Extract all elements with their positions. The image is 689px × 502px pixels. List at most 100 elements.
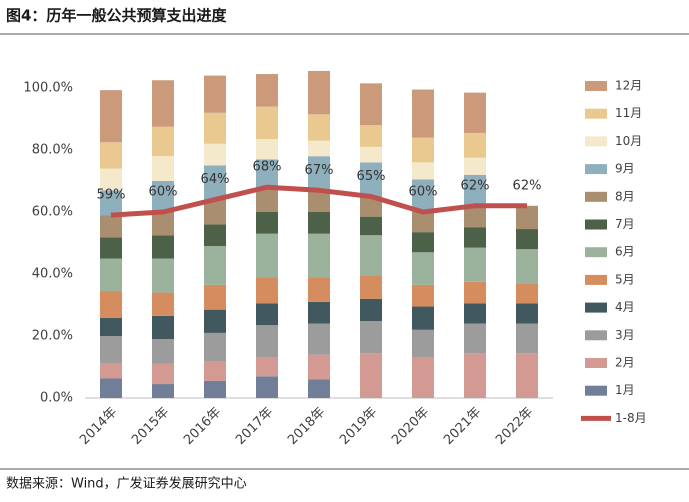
- legend-label: 3月: [615, 328, 635, 342]
- bar-segment: [308, 323, 330, 355]
- bar-segment: [256, 376, 278, 398]
- data-label: 68%: [253, 160, 282, 175]
- bar-segment: [464, 205, 486, 228]
- bar-segment: [204, 199, 226, 225]
- bar-segment: [412, 357, 434, 398]
- legend-label: 10月: [615, 134, 642, 148]
- bar-segment: [100, 258, 122, 292]
- legend-swatch: [585, 108, 607, 119]
- data-label: 64%: [201, 172, 230, 187]
- bar-segment: [308, 233, 330, 278]
- legend-swatch: [585, 136, 607, 147]
- bar-segment: [204, 165, 226, 200]
- bar-segment: [412, 306, 434, 330]
- x-tick-label: 2018年: [285, 405, 328, 448]
- bar-segment: [256, 187, 278, 212]
- legend-label: 8月: [615, 189, 635, 203]
- legend-label: 7月: [615, 217, 635, 231]
- bar-segment: [204, 143, 226, 166]
- bar-segment: [100, 190, 122, 216]
- bar-segment: [152, 156, 174, 181]
- bar-segment: [360, 298, 382, 322]
- bar-segment: [256, 357, 278, 377]
- legend-label: 2月: [615, 356, 635, 370]
- bar-segment: [412, 89, 434, 138]
- bar-segment: [256, 233, 278, 278]
- bar-segment: [412, 212, 434, 233]
- bar-segment: [308, 114, 330, 141]
- bar-segment: [464, 323, 486, 354]
- bar-segment: [100, 142, 122, 169]
- bar-segment: [100, 378, 122, 398]
- bar-segment: [360, 235, 382, 276]
- bar-segment: [204, 112, 226, 144]
- bar-segment: [152, 292, 174, 316]
- bar-segment: [360, 321, 382, 354]
- bar-segment: [100, 291, 122, 319]
- legend-label: 5月: [615, 272, 635, 286]
- bar-segment: [360, 83, 382, 126]
- bar-segment: [308, 70, 330, 115]
- bar-segment: [100, 318, 122, 336]
- bar-segment: [464, 157, 486, 175]
- bar-segment: [256, 212, 278, 234]
- legend-swatch: [585, 247, 607, 258]
- x-tick-label: 2022年: [493, 405, 536, 448]
- legend-label: 4月: [615, 300, 635, 314]
- y-tick-label: 100.0%: [23, 81, 73, 96]
- bar-segment: [464, 227, 486, 248]
- bar-segment: [412, 232, 434, 253]
- bar-segment: [464, 132, 486, 158]
- legend-label: 1-8月: [615, 411, 647, 425]
- x-tick-label: 2017年: [233, 405, 276, 448]
- x-tick-label: 2014年: [77, 405, 120, 448]
- bar-segment: [412, 162, 434, 180]
- legend-swatch: [585, 219, 607, 230]
- legend-swatch: [585, 164, 607, 175]
- bar-segment: [204, 224, 226, 247]
- bar-segment: [308, 277, 330, 302]
- bar-segment: [360, 216, 382, 236]
- bar-segment: [256, 325, 278, 358]
- bar-segment: [100, 168, 122, 191]
- bar-segment: [308, 212, 330, 234]
- legend-label: 6月: [615, 245, 635, 259]
- bar-segment: [256, 106, 278, 140]
- bar-segment: [204, 284, 226, 310]
- bar-segment: [152, 126, 174, 157]
- bar-segment: [204, 309, 226, 333]
- bar-segment: [516, 353, 538, 398]
- data-label: 67%: [305, 163, 334, 178]
- y-tick-label: 40.0%: [32, 267, 73, 282]
- bar-segment: [464, 303, 486, 324]
- x-tick-label: 2016年: [181, 405, 224, 448]
- bar-segment: [412, 252, 434, 285]
- bar-segment: [152, 212, 174, 236]
- bar-segment: [100, 237, 122, 259]
- legend-label: 11月: [615, 106, 642, 120]
- bar-segment: [308, 156, 330, 191]
- bar-segment: [464, 174, 486, 206]
- bar-segment: [204, 361, 226, 381]
- y-tick-label: 0.0%: [40, 391, 73, 406]
- bar-segment: [204, 246, 226, 285]
- bar-segment: [100, 90, 122, 143]
- bar-segment: [412, 284, 434, 307]
- bar-segment: [412, 179, 434, 212]
- bar-segment: [152, 339, 174, 364]
- bar-segment: [360, 146, 382, 163]
- data-label: 65%: [357, 169, 386, 184]
- bar-segment: [152, 363, 174, 385]
- x-tick-label: 2021年: [441, 405, 484, 448]
- bar-segment: [516, 249, 538, 284]
- legend-label: 9月: [615, 162, 635, 176]
- bar-segment: [308, 301, 330, 324]
- legend-swatch: [585, 330, 607, 341]
- bar-segment: [308, 190, 330, 212]
- bar-segment: [464, 92, 486, 133]
- data-label: 60%: [409, 185, 438, 200]
- legend-swatch: [585, 358, 607, 368]
- bar-segment: [308, 140, 330, 157]
- source-note: 数据来源：Wind，广发证券发展研究中心: [6, 476, 247, 492]
